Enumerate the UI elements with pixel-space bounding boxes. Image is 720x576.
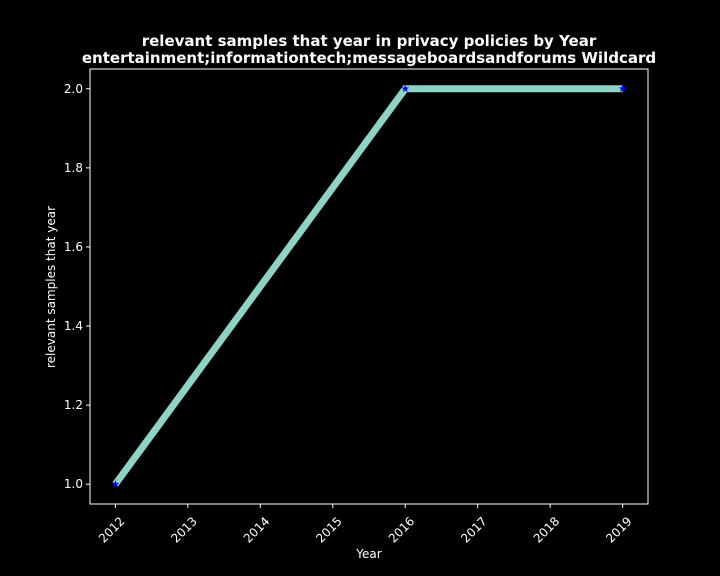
chart-title-line-1: relevant samples that year in privacy po… [142, 32, 597, 50]
y-tick-label-0: 1.0 [64, 477, 83, 491]
y-tick-label-2: 1.4 [64, 319, 83, 333]
data-point-0 [111, 480, 120, 488]
x-tick-label-3: 2015 [313, 514, 344, 545]
series-markers [111, 84, 627, 488]
x-tick-label-7: 2019 [603, 514, 634, 545]
y-tick-label-1: 1.2 [64, 398, 83, 412]
data-point-1 [401, 84, 410, 93]
y-tick-label-4: 1.8 [64, 161, 83, 175]
y-tick-label-3: 1.6 [64, 240, 83, 254]
x-tick-label-1: 2013 [168, 514, 199, 545]
y-tick-label-5: 2.0 [64, 82, 83, 96]
x-axis: 2012 2013 2014 2015 2016 2017 2018 2019 [96, 504, 635, 546]
x-tick-label-4: 2016 [386, 514, 417, 545]
x-tick-label-2: 2014 [241, 514, 272, 545]
x-axis-label: Year [355, 547, 381, 561]
y-axis: 1.0 1.2 1.4 1.6 1.8 2.0 [64, 82, 90, 491]
y-axis-label: relevant samples that year [44, 206, 58, 368]
x-tick-label-0: 2012 [96, 514, 127, 545]
plot-frame [89, 68, 649, 505]
chart-title-line-2: entertainment;informationtech;messageboa… [82, 49, 656, 67]
x-tick-label-5: 2017 [458, 514, 489, 545]
data-point-2 [618, 84, 627, 93]
series-line [112, 85, 623, 487]
series-polyline [112, 85, 623, 487]
x-tick-label-6: 2018 [531, 514, 562, 545]
